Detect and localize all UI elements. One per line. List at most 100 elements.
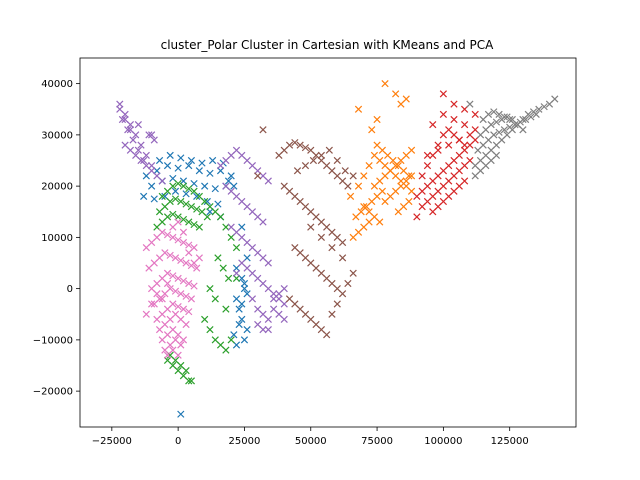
x-tick-label: 125000	[491, 436, 529, 447]
data-point	[158, 295, 166, 303]
data-point	[142, 310, 150, 318]
data-point	[206, 208, 214, 216]
data-point	[521, 115, 530, 124]
data-point	[177, 256, 185, 265]
data-point	[235, 305, 243, 313]
data-point	[291, 138, 299, 147]
data-point	[230, 182, 238, 190]
data-point	[174, 351, 182, 359]
data-point	[238, 315, 246, 323]
data-point	[161, 249, 169, 257]
data-point	[338, 254, 347, 262]
x-tick-label: 25000	[229, 436, 261, 447]
data-point	[423, 151, 432, 159]
data-point	[134, 121, 142, 129]
data-point	[134, 146, 142, 154]
x-axis: −25000 0 25000 50000 75000 100000 125000	[92, 427, 529, 447]
data-point	[230, 331, 238, 339]
data-point	[259, 218, 267, 226]
data-point	[219, 264, 227, 272]
data-point	[423, 162, 432, 170]
data-point	[259, 126, 267, 134]
data-point	[140, 192, 148, 200]
data-point	[301, 144, 310, 152]
data-point	[169, 272, 177, 280]
data-point	[405, 197, 413, 206]
data-point	[174, 302, 182, 311]
data-point	[344, 279, 352, 288]
data-point	[177, 290, 185, 298]
data-point	[407, 146, 416, 154]
data-point	[506, 115, 514, 124]
data-point	[206, 285, 214, 293]
data-point	[195, 167, 203, 175]
data-point	[195, 254, 203, 262]
data-point	[158, 228, 166, 236]
data-point	[163, 213, 172, 221]
data-point	[185, 218, 193, 226]
data-point	[227, 336, 235, 344]
data-point	[317, 233, 325, 241]
data-point	[532, 110, 540, 118]
data-point	[214, 254, 222, 262]
data-point	[450, 100, 458, 108]
data-point	[174, 164, 182, 172]
data-point	[179, 228, 188, 236]
plot-area	[116, 80, 559, 418]
data-point	[492, 151, 501, 159]
y-tick-label: −10000	[33, 335, 73, 346]
data-point	[169, 300, 177, 308]
data-point	[535, 105, 543, 113]
data-point	[150, 195, 158, 203]
data-point	[349, 269, 357, 277]
data-point	[179, 305, 188, 313]
data-point	[198, 159, 206, 167]
y-tick-label: 0	[67, 284, 73, 295]
data-point	[365, 162, 373, 170]
data-point	[182, 259, 190, 267]
data-point	[116, 105, 124, 113]
data-point	[328, 310, 336, 318]
axes-frame	[79, 57, 577, 428]
data-point	[206, 326, 214, 334]
data-point	[243, 326, 251, 334]
data-point	[179, 336, 188, 344]
data-point	[174, 236, 182, 244]
data-point	[179, 277, 188, 285]
data-point	[378, 187, 386, 195]
data-point	[338, 290, 347, 298]
data-point	[376, 218, 384, 226]
data-point	[264, 315, 272, 323]
data-point	[193, 205, 201, 213]
data-point	[174, 218, 182, 226]
data-point	[169, 233, 177, 241]
data-point	[155, 156, 164, 165]
data-point	[166, 251, 174, 259]
data-point	[346, 192, 355, 200]
x-tick-label: 0	[175, 436, 181, 447]
data-point	[344, 182, 352, 190]
data-point	[121, 115, 129, 124]
data-point	[211, 295, 219, 303]
data-point	[333, 156, 341, 165]
data-point	[171, 195, 180, 203]
y-tick-label: 40000	[41, 79, 73, 90]
data-point	[203, 213, 211, 221]
x-tick-label: 100000	[424, 436, 462, 447]
data-point	[238, 300, 246, 308]
data-point	[147, 182, 156, 190]
data-point	[208, 156, 217, 165]
data-point	[254, 172, 262, 180]
data-point	[158, 177, 166, 185]
data-point	[264, 177, 272, 185]
x-tick-label: 75000	[361, 436, 393, 447]
data-point	[177, 410, 185, 418]
data-point	[540, 103, 548, 111]
data-point	[224, 274, 233, 282]
data-point	[338, 238, 347, 247]
data-point	[174, 179, 182, 188]
data-point	[341, 167, 349, 175]
data-point	[177, 197, 185, 206]
data-point	[140, 156, 148, 165]
data-point	[360, 172, 368, 180]
